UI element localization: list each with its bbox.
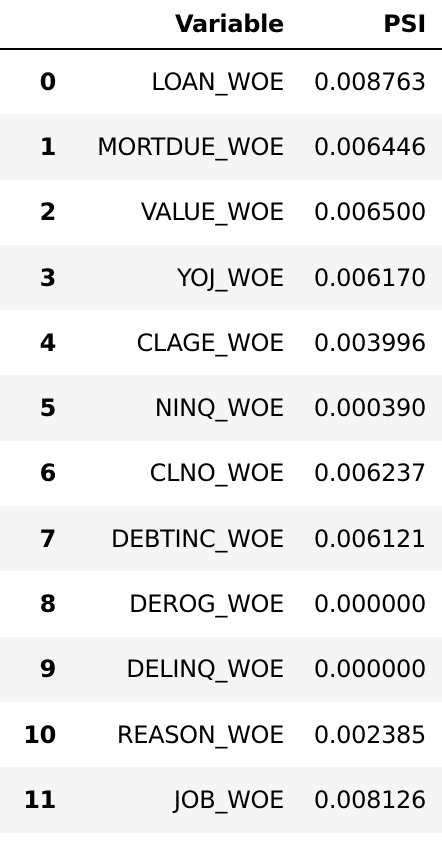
table-row: 7 DEBTINC_WOE 0.006121 xyxy=(0,506,442,572)
psi-cell: 0.006500 xyxy=(313,198,426,227)
variable-cell: JOB_WOE xyxy=(173,785,284,814)
variable-cell: DEBTINC_WOE xyxy=(110,524,284,553)
variable-cell: VALUE_WOE xyxy=(140,198,285,227)
table-row: 9 DELINQ_WOE 0.000000 xyxy=(0,636,442,702)
row-index: 6 xyxy=(39,459,57,488)
variable-cell: MORTDUE_WOE xyxy=(97,132,284,161)
header-row: Variable PSI xyxy=(0,0,442,50)
row-index: 1 xyxy=(39,132,57,161)
variable-cell: LOAN_WOE xyxy=(151,68,284,97)
row-index: 11 xyxy=(23,785,56,814)
index-column-header xyxy=(0,0,70,50)
row-index: 3 xyxy=(39,263,57,292)
psi-cell: 0.000390 xyxy=(313,394,426,423)
row-index: 5 xyxy=(39,394,57,423)
variable-cell: REASON_WOE xyxy=(116,720,284,749)
variable-cell: DELINQ_WOE xyxy=(126,655,284,684)
row-index: 8 xyxy=(39,590,57,619)
table-row: 5 NINQ_WOE 0.000390 xyxy=(0,375,442,441)
table-row: 2 VALUE_WOE 0.006500 xyxy=(0,180,442,245)
table-row: 3 YOJ_WOE 0.006170 xyxy=(0,244,442,311)
variable-cell: YOJ_WOE xyxy=(176,263,284,292)
table-row: 8 DEROG_WOE 0.000000 xyxy=(0,571,442,636)
row-index: 4 xyxy=(39,328,57,357)
table-row: 1 MORTDUE_WOE 0.006446 xyxy=(0,114,442,180)
psi-cell: 0.003996 xyxy=(313,328,426,357)
variable-cell: DEROG_WOE xyxy=(129,590,284,619)
psi-cell: 0.008126 xyxy=(313,785,426,814)
psi-column-header: PSI xyxy=(298,0,442,50)
psi-cell: 0.000000 xyxy=(313,590,426,619)
table-body: 0 LOAN_WOE 0.008763 1 MORTDUE_WOE 0.006446 2 VA… xyxy=(0,49,442,833)
table-row: 10 REASON_WOE 0.002385 xyxy=(0,702,442,767)
table-header: Variable PSI xyxy=(0,0,442,50)
table-row: 11 JOB_WOE 0.008126 xyxy=(0,767,442,833)
psi-cell: 0.002385 xyxy=(313,720,426,749)
row-index: 7 xyxy=(39,524,57,553)
variable-cell: CLNO_WOE xyxy=(149,459,285,488)
row-index: 0 xyxy=(39,68,57,97)
table-row: 0 LOAN_WOE 0.008763 xyxy=(0,49,442,114)
variable-cell: NINQ_WOE xyxy=(154,394,285,423)
psi-cell: 0.000000 xyxy=(313,655,426,684)
table-row: 4 CLAGE_WOE 0.003996 xyxy=(0,310,442,375)
variable-cell: CLAGE_WOE xyxy=(136,328,284,357)
psi-cell: 0.006237 xyxy=(313,459,426,488)
row-index: 2 xyxy=(39,198,57,227)
psi-cell: 0.006170 xyxy=(313,263,426,292)
row-index: 10 xyxy=(23,720,56,749)
psi-cell: 0.006121 xyxy=(313,524,426,553)
psi-cell: 0.008763 xyxy=(313,68,426,97)
row-index: 9 xyxy=(39,655,57,684)
variable-column-header: Variable xyxy=(70,0,298,50)
table-row: 6 CLNO_WOE 0.006237 xyxy=(0,441,442,506)
psi-cell: 0.006446 xyxy=(313,132,426,161)
